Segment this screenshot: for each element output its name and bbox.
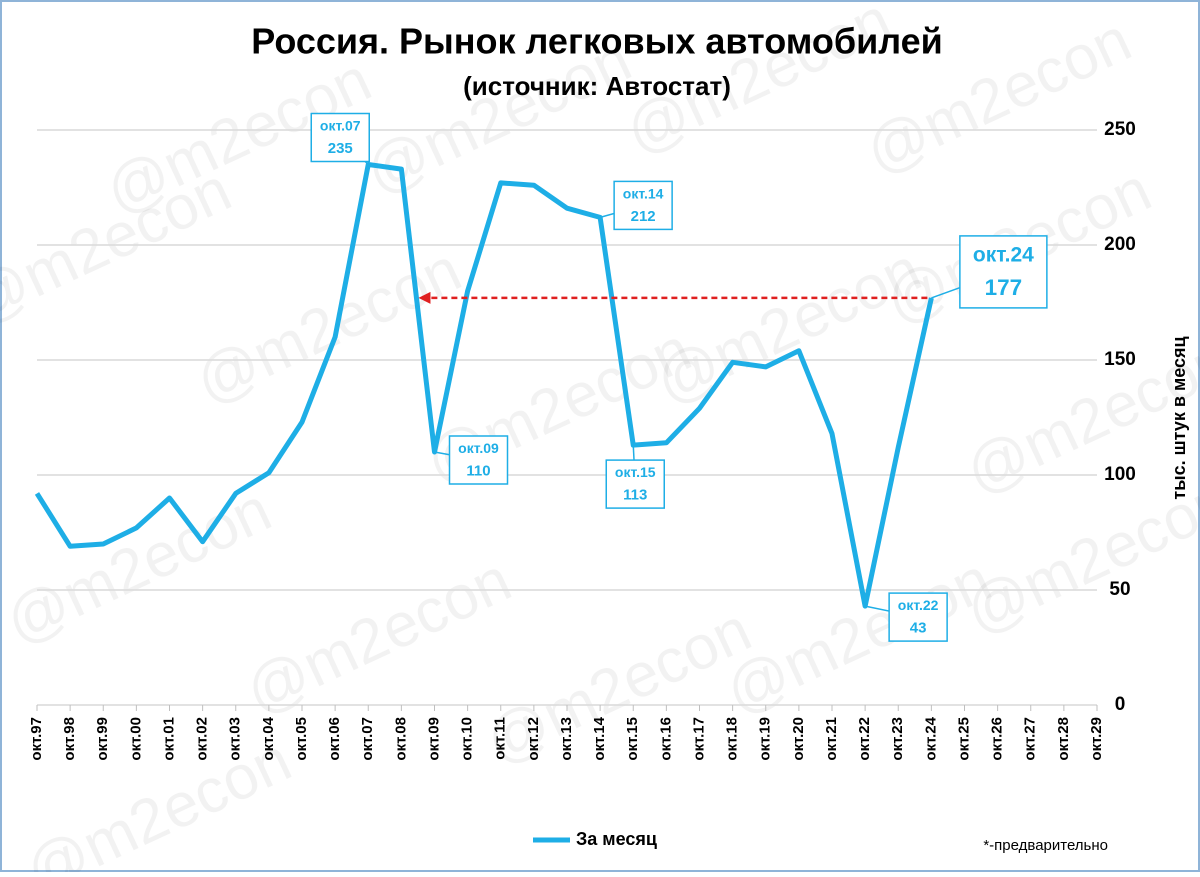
x-tick-label: окт.05: [293, 717, 310, 761]
x-tick-label: окт.03: [227, 717, 244, 761]
callout-value: 110: [466, 462, 490, 479]
y-tick-label: 100: [1104, 464, 1136, 485]
x-tick-label: окт.14: [591, 716, 608, 760]
x-tick-label: окт.10: [459, 717, 476, 761]
x-tick-label: окт.98: [61, 717, 78, 761]
x-tick-label: окт.17: [690, 717, 707, 761]
y-tick-label: 200: [1104, 234, 1136, 255]
x-tick-label: окт.18: [724, 717, 741, 761]
chart-subtitle: (источник: Автостат): [463, 71, 731, 101]
x-tick-label: окт.11: [492, 717, 509, 760]
callout-label: окт.15: [615, 464, 656, 480]
callout-value: 113: [623, 487, 647, 504]
x-tick-label: окт.01: [160, 717, 177, 761]
x-tick-label: окт.06: [326, 717, 343, 761]
callout-label: окт.09: [458, 440, 499, 456]
x-tick-label: окт.19: [757, 717, 774, 761]
callout-value: 43: [910, 620, 927, 637]
x-tick-label: окт.20: [790, 717, 807, 761]
y-axis-label: тыс. штук в месяц: [1169, 336, 1189, 499]
x-tick-label: окт.22: [856, 717, 873, 761]
callout-label: окт.14: [623, 186, 664, 202]
x-tick-label: окт.28: [1055, 717, 1072, 761]
x-tick-label: окт.12: [525, 717, 542, 761]
x-tick-label: окт.21: [823, 717, 840, 761]
callout-value: 212: [631, 208, 656, 225]
callout-box: [605, 459, 665, 509]
x-tick-label: окт.25: [955, 717, 972, 761]
callout-box: [613, 180, 673, 231]
x-tick-label: окт.26: [989, 717, 1006, 761]
x-tick-label: окт.29: [1088, 717, 1105, 761]
y-tick-label: 150: [1104, 349, 1136, 370]
y-tick-label: 0: [1115, 694, 1126, 715]
callout-value: 177: [985, 275, 1023, 300]
callout-value: 235: [328, 140, 353, 157]
x-tick-label: окт.24: [922, 716, 939, 760]
callout-box: [959, 235, 1048, 309]
y-tick-label: 50: [1109, 579, 1130, 600]
x-tick-label: окт.16: [657, 717, 674, 761]
callout-label: окт.24: [973, 244, 1034, 267]
x-tick-label: окт.99: [94, 717, 111, 761]
callout-box: [310, 112, 370, 163]
x-tick-label: окт.04: [260, 716, 277, 760]
legend-label: За месяц: [576, 829, 657, 849]
callout-box: [448, 435, 509, 485]
x-tick-label: окт.08: [392, 717, 409, 761]
x-tick-label: окт.09: [425, 717, 442, 761]
chart-title: Россия. Рынок легковых автомобилей: [251, 21, 943, 62]
callout-label: окт.22: [898, 597, 939, 613]
x-tick-label: окт.23: [889, 717, 906, 761]
x-tick-label: окт.00: [127, 717, 144, 761]
x-tick-label: окт.27: [1022, 717, 1039, 761]
series-line: [34, 162, 934, 609]
note: *-предварительно: [983, 837, 1108, 854]
callout-label: окт.07: [320, 118, 361, 134]
y-tick-label: 250: [1104, 119, 1136, 140]
x-tick-label: окт.13: [558, 717, 575, 761]
x-tick-label: окт.02: [194, 717, 211, 761]
x-tick-label: окт.97: [28, 717, 45, 761]
arrow-head: [418, 291, 431, 304]
callout-box: [888, 592, 948, 642]
x-tick-label: окт.07: [359, 717, 376, 761]
x-tick-label: окт.15: [624, 717, 641, 761]
